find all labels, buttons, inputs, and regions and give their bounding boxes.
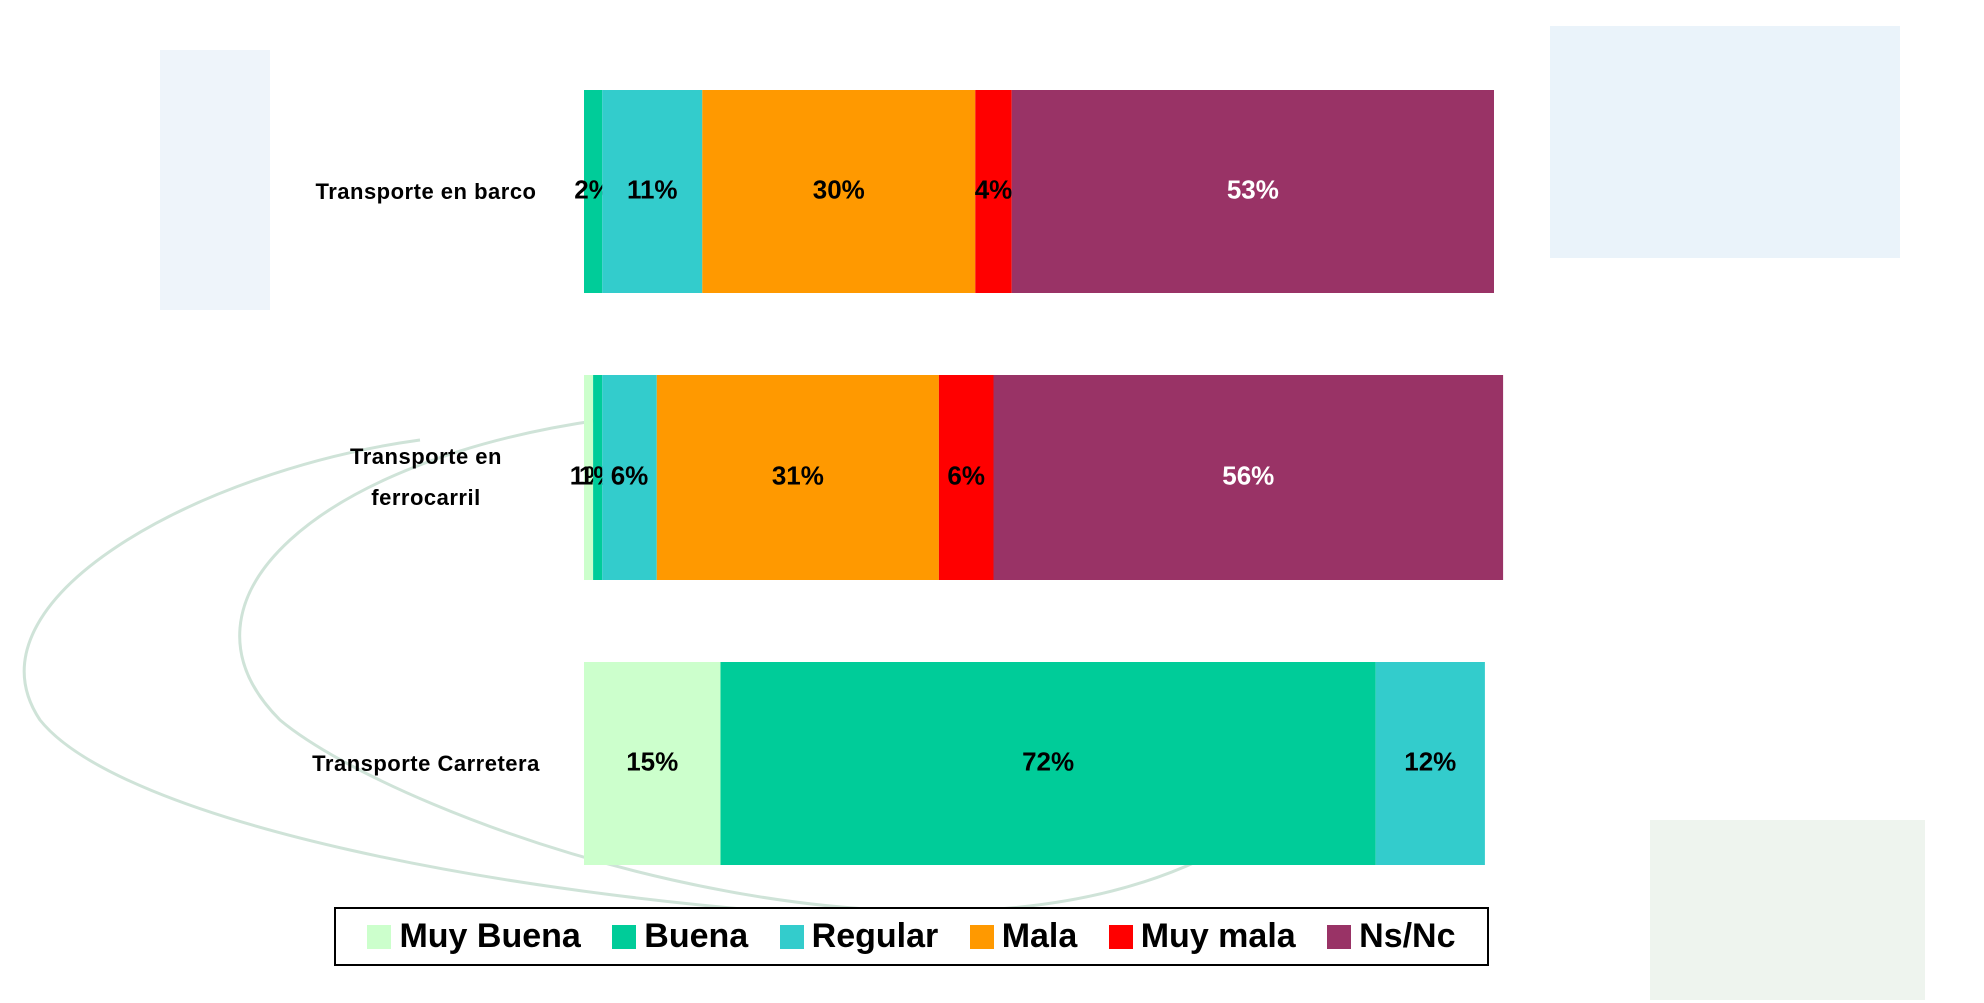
legend-label: Buena <box>644 917 748 956</box>
category-label: Transporte en barco <box>296 171 556 213</box>
legend: Muy Buena Buena Regular Mala Muy mala Ns/Nc <box>334 907 1489 966</box>
data-label: 6% <box>947 460 985 490</box>
legend-label: Muy Buena <box>399 917 580 956</box>
data-label: 30% <box>813 174 865 204</box>
legend-item: Ns/Nc <box>1327 917 1455 956</box>
legend-label: Regular <box>812 917 939 956</box>
legend-swatch <box>780 925 804 949</box>
legend-swatch <box>612 925 636 949</box>
page: 2%11%30%4%53%1%1%6%31%6%56%15%72%12% Muy… <box>0 0 1984 1003</box>
data-label: 11% <box>627 174 678 204</box>
legend-item: Muy mala <box>1109 917 1296 956</box>
legend-item: Mala <box>970 917 1078 956</box>
legend-label: Ns/Nc <box>1359 917 1455 956</box>
legend-swatch <box>1327 925 1351 949</box>
data-label: 72% <box>1022 746 1074 776</box>
data-label: 31% <box>772 460 824 490</box>
legend-item: Muy Buena <box>367 917 580 956</box>
legend-label: Mala <box>1002 917 1078 956</box>
category-label: Transporte Carretera <box>296 743 556 785</box>
legend-item: Buena <box>612 917 748 956</box>
data-label: 4% <box>975 174 1013 204</box>
legend-item: Regular <box>780 917 939 956</box>
legend-swatch <box>367 925 391 949</box>
legend-swatch <box>970 925 994 949</box>
data-label: 12% <box>1404 746 1456 776</box>
data-label: 56% <box>1222 460 1274 490</box>
category-label: Transporte en ferrocarril <box>296 436 556 520</box>
data-label: 53% <box>1227 174 1279 204</box>
legend-label: Muy mala <box>1141 917 1296 956</box>
legend-swatch <box>1109 925 1133 949</box>
data-label: 15% <box>626 746 678 776</box>
data-label: 6% <box>611 460 649 490</box>
